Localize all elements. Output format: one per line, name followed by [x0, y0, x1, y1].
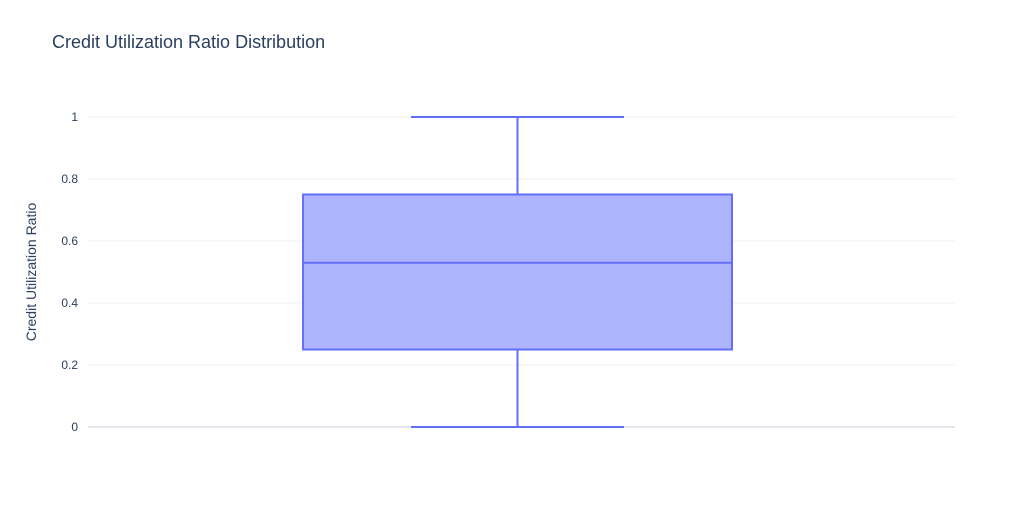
y-tick-label: 1: [71, 110, 78, 124]
chart-title: Credit Utilization Ratio Distribution: [52, 32, 326, 52]
y-tick-label: 0.6: [61, 234, 78, 248]
y-tick-label: 0: [71, 420, 78, 434]
y-tick-labels: 0 0.2 0.4 0.6 0.8 1: [61, 110, 78, 434]
y-tick-label: 0.2: [61, 358, 78, 372]
y-axis-title: Credit Utilization Ratio: [23, 203, 39, 342]
box-plot: [302, 116, 733, 428]
y-tick-label: 0.4: [61, 296, 78, 310]
y-tick-label: 0.8: [61, 172, 78, 186]
box-iqr: [302, 193, 733, 351]
